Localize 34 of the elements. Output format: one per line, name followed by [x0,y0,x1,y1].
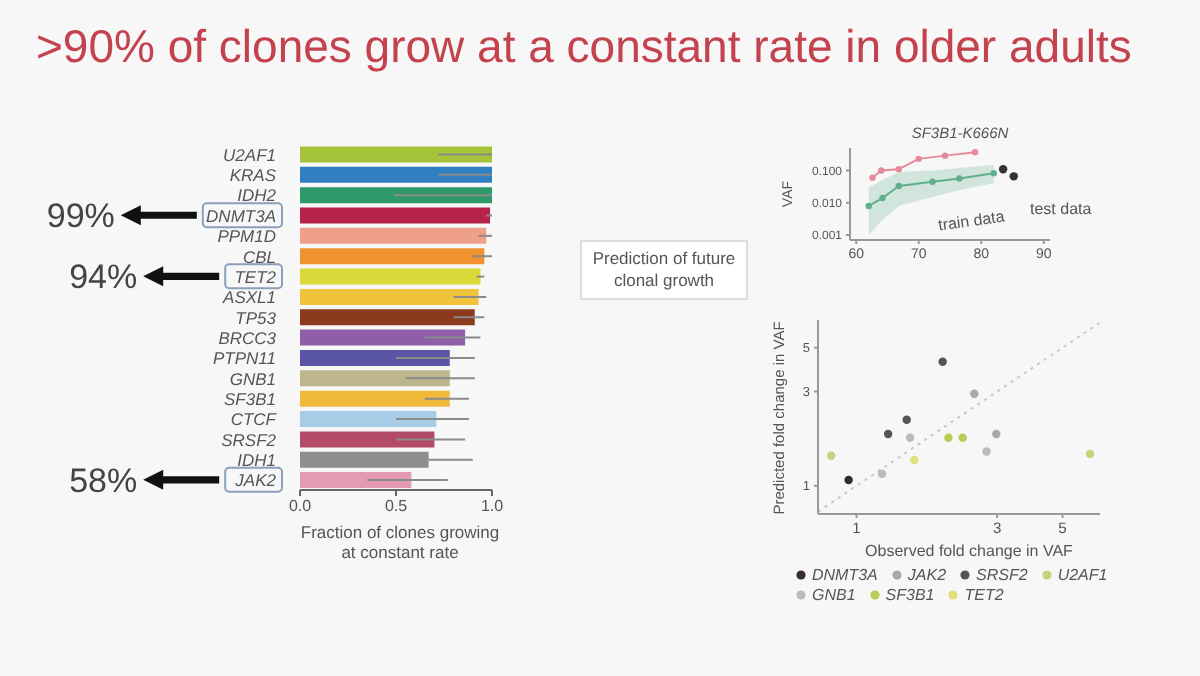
y-tick-label: JAK2 [233,470,277,491]
text: Prediction of future clonal growth [580,240,748,300]
legend-label: SF3B1 [883,586,935,604]
text: 94% [69,258,138,297]
legend-label: TET2 [962,586,1004,604]
y-tick-label: DNMT3A [206,205,277,226]
y-tick-label: CBL [242,246,277,267]
legend-label: JAK2 [905,566,947,584]
y-tick-label: CTCF [230,409,278,430]
y-tick-label: IDH1 [237,450,277,471]
x-axis-title: Observed fold change in VAF [863,542,1075,560]
annotation: train data [937,207,1006,235]
y-tick-label: U2AF1 [223,144,277,165]
y-tick-label: PTPN11 [213,348,277,369]
y-tick-label: TP53 [235,307,277,328]
y-tick-label: SRSF2 [221,429,277,450]
text: 58% [69,461,138,500]
x-tick-label: 1.0 [480,497,505,516]
y-tick-label: GNB1 [229,368,277,389]
y-tick-label: SF3B1 [224,389,277,410]
x-tick-label: 0.0 [288,497,313,516]
y-tick-label: TET2 [234,266,277,287]
y-tick-label: IDH2 [237,185,277,206]
x-tick-label: 0.5 [384,497,409,516]
y-tick-label: BRCC3 [218,327,277,348]
y-tick-label: PPM1D [217,226,276,247]
legend-label: SRSF2 [974,566,1028,584]
y-tick-label: ASXL1 [221,287,277,308]
legend-label: U2AF1 [1055,566,1108,584]
text: 99% [46,197,115,236]
chart-title: >90% of clones grow at a constant rate in older adults [36,20,1132,74]
x-axis-title: Fraction of clones growing at constant rate [298,522,502,562]
annotation: test data [1030,200,1092,218]
y-tick-label: KRAS [229,165,277,186]
